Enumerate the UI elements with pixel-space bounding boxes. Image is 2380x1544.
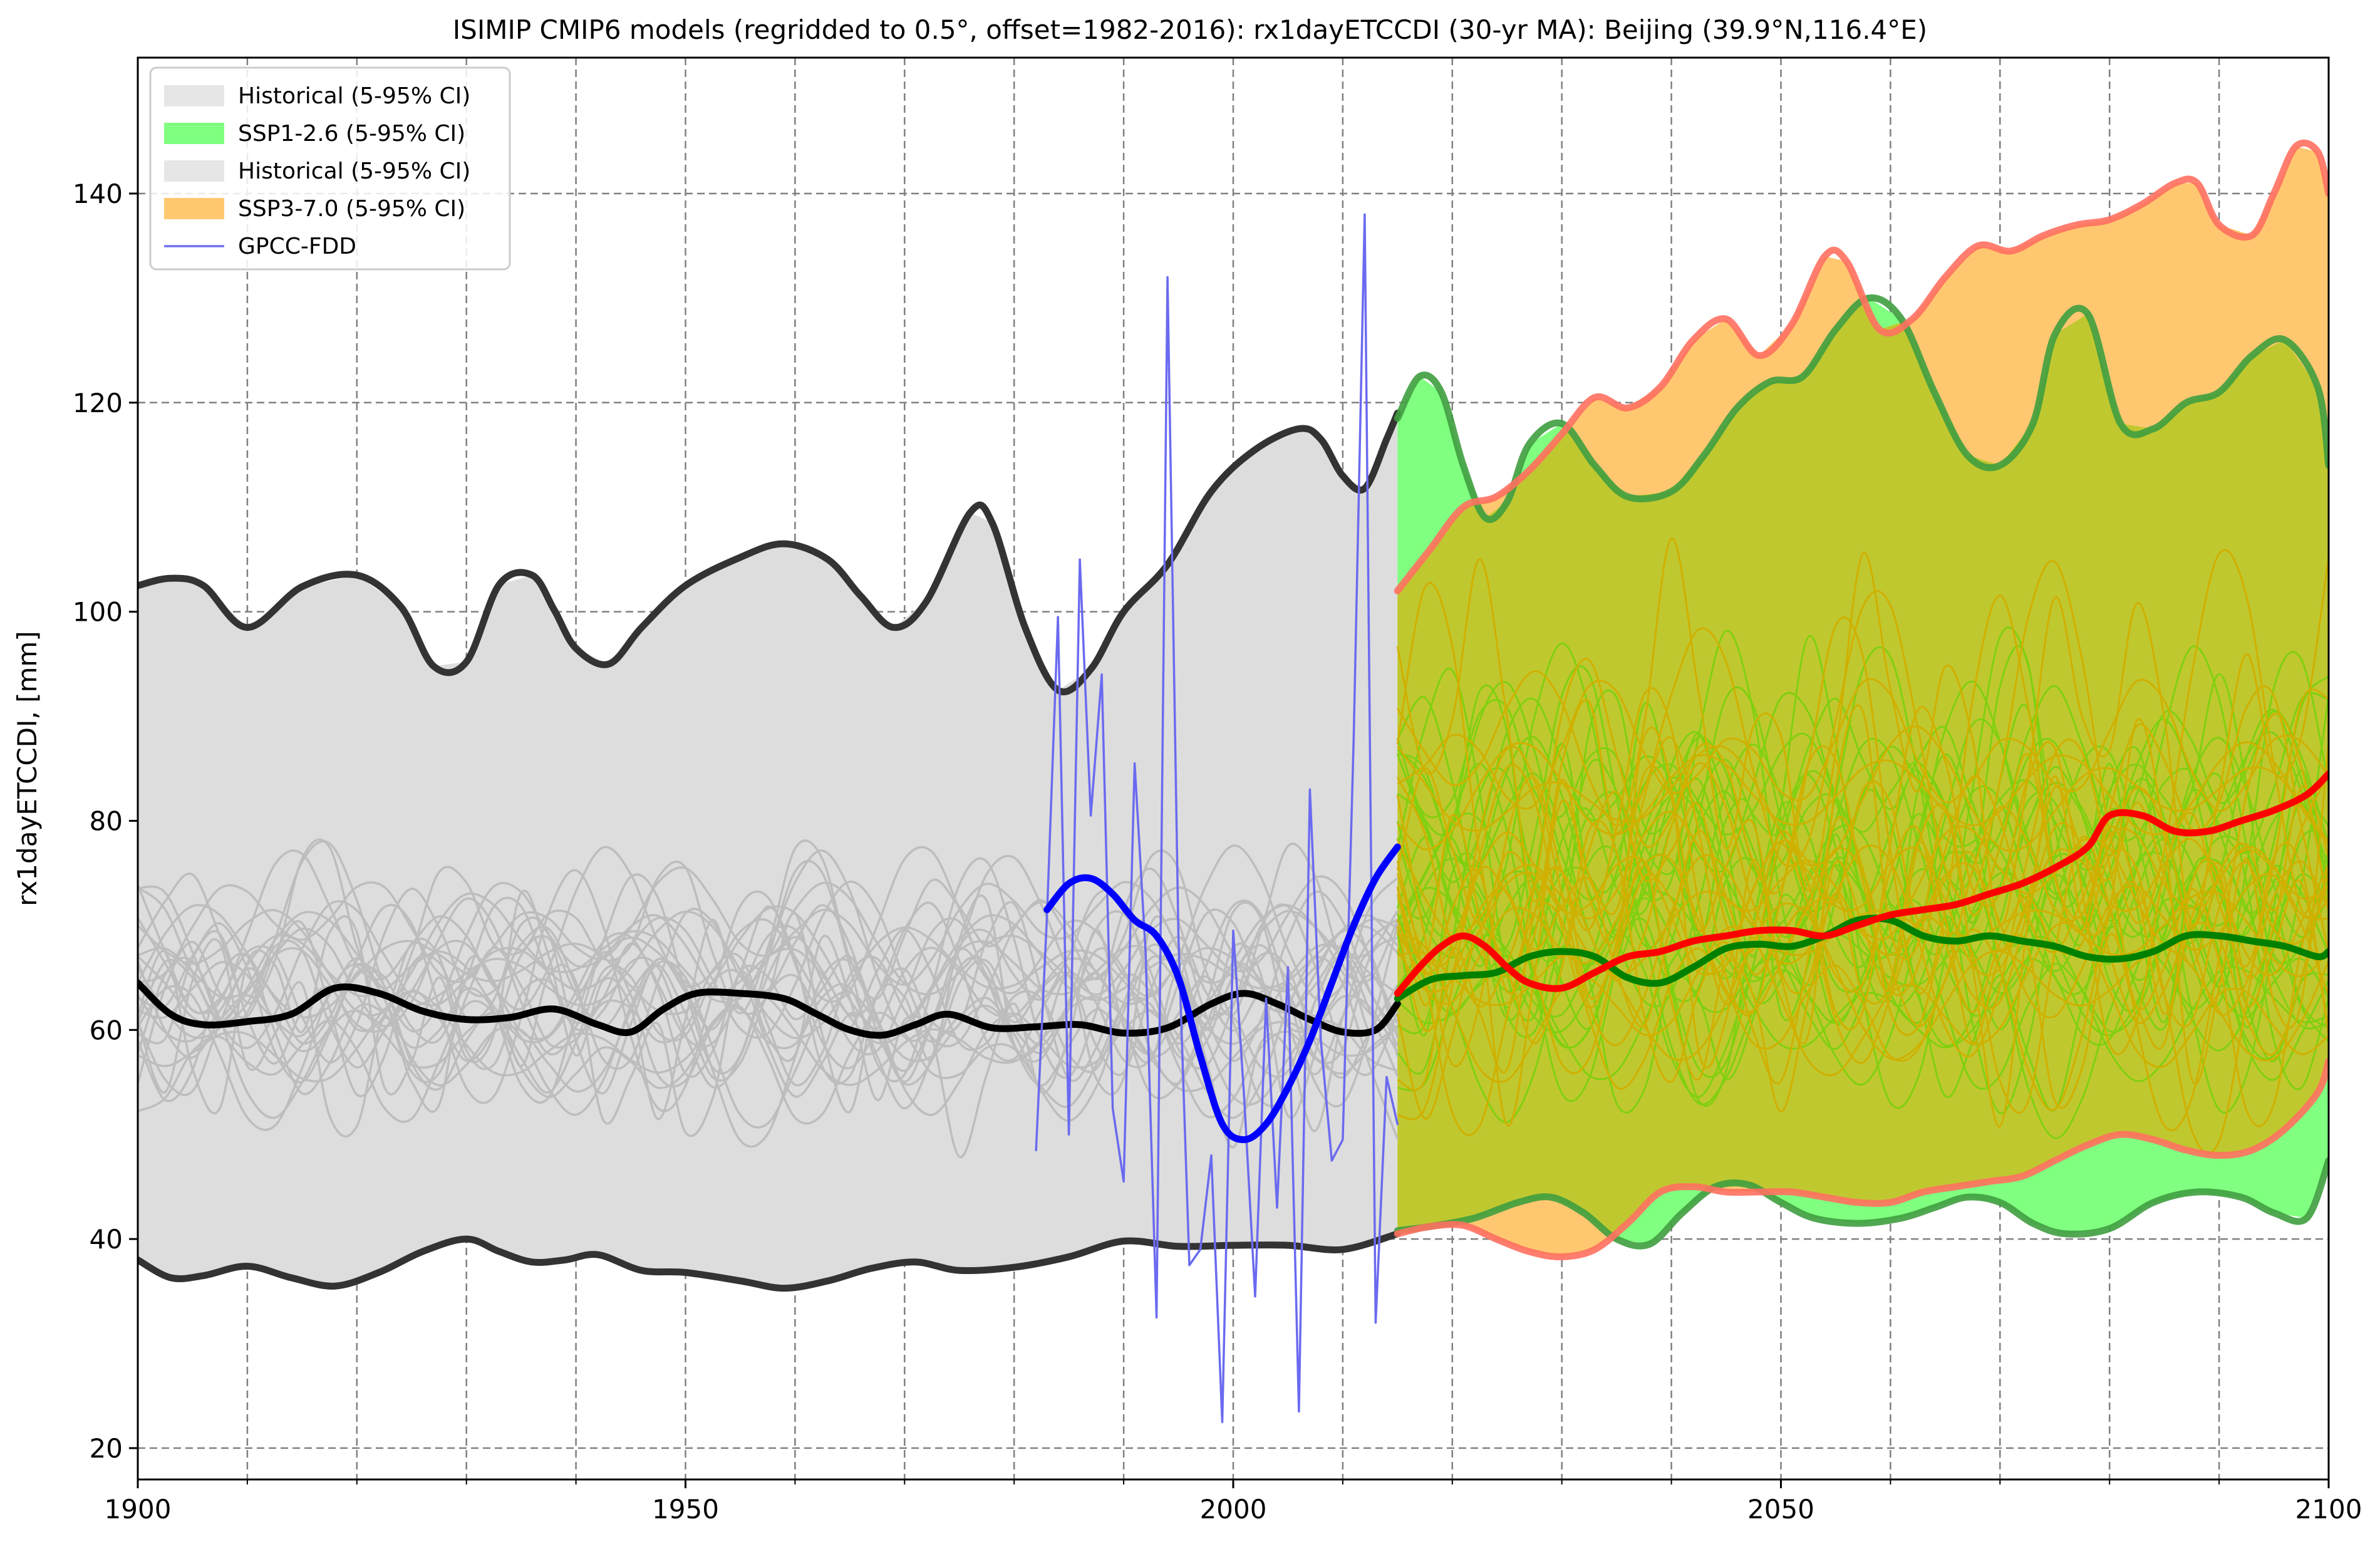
y-tick-label: 60 — [90, 1015, 123, 1045]
ssp370-member-line — [1396, 736, 2329, 1017]
ssp370-member-line — [1396, 687, 2329, 1067]
ssp370-member-line — [1397, 678, 2329, 812]
ssp126-member-line — [1397, 642, 2329, 965]
ssp370-upper-line — [1394, 139, 2329, 594]
legend-swatch — [164, 85, 224, 106]
series-lines — [138, 139, 2329, 1423]
legend-label: Historical (5-95% CI) — [238, 83, 470, 109]
historical-member-line — [138, 838, 1399, 1017]
y-tick-label: 40 — [90, 1224, 123, 1255]
historical-member-line — [138, 877, 1399, 1072]
chart-title: ISIMIP CMIP6 models (regridded to 0.5°, … — [453, 14, 1927, 45]
legend-swatch — [164, 198, 224, 219]
legend-swatch — [164, 160, 224, 182]
ssp370-member-line — [1396, 704, 2329, 1127]
legend: Historical (5-95% CI) SSP1-2.6 (5-95% CI)… — [149, 66, 511, 271]
historical-median-line — [138, 979, 1401, 1039]
ssp126-member-line — [1397, 680, 2329, 923]
legend-box — [149, 66, 511, 271]
legend-label: GPCC-FDD — [238, 234, 356, 259]
plot-layer — [138, 139, 2329, 1423]
y-tick-label: 140 — [73, 179, 123, 209]
ssp370-member-line — [1397, 921, 2329, 1083]
historical-member-line — [138, 901, 1399, 1097]
legend-label: SSP1-2.6 (5-95% CI) — [238, 121, 465, 147]
y-axis-label: rx1dayETCCDI, [mm] — [12, 631, 43, 906]
ssp370-member-line — [1397, 549, 2329, 924]
y-tick-label: 80 — [90, 806, 123, 836]
ssp370-member-line — [1396, 816, 2329, 1127]
x-tick-label: 1900 — [105, 1494, 172, 1525]
x-tick-label: 2100 — [2295, 1494, 2362, 1525]
axis-ticks: 20 40 60 80 100 120 140 1900 1950 2000 2050 2100 — [73, 179, 2362, 1525]
x-tick-label: 1950 — [652, 1494, 719, 1525]
historical-member-line — [138, 844, 1399, 1015]
historical-upper-line — [138, 410, 1401, 695]
gpcc-raw-line — [1035, 213, 1399, 1423]
ssp370-member-line — [1396, 842, 2329, 1155]
ssp370-member-line — [1396, 537, 2329, 926]
historical-lower-line — [138, 1230, 1401, 1292]
ssp126-member-line — [1397, 770, 2329, 1078]
historical-member-line — [138, 956, 1399, 1148]
ssp370-member-line — [1396, 822, 2329, 1074]
legend-label: SSP3-7.0 (5-95% CI) — [238, 196, 465, 222]
historical-member-line — [138, 952, 1399, 1100]
ssp126-member-line — [1396, 857, 2329, 1037]
historical-member-line — [138, 928, 1399, 1158]
ssp370-member-line — [1397, 712, 2329, 1131]
historical-member-line — [138, 869, 1399, 1112]
x-tick-label: 2050 — [1747, 1494, 1814, 1525]
ssp370-member-line — [1397, 831, 2329, 977]
ssp370-median-line — [1394, 770, 2329, 997]
ssp126-member-line — [1397, 767, 2329, 1114]
y-tick-label: 20 — [90, 1433, 123, 1464]
gpcc-smooth-line — [1043, 843, 1401, 1143]
ssp370-member-line — [1396, 854, 2329, 1018]
ssp126-member-line — [1396, 762, 2329, 1114]
ssp370-lower-line — [1394, 1057, 2329, 1261]
ssp370-member-line — [1397, 902, 2329, 1062]
ssp126-lower-line — [1394, 1157, 2329, 1250]
x-tick-label: 2000 — [1200, 1494, 1267, 1525]
y-tick-label: 120 — [73, 388, 123, 418]
ssp126-member-line — [1396, 897, 2329, 1050]
legend-label: Historical (5-95% CI) — [238, 158, 470, 184]
ssp370-member-line — [1397, 741, 2329, 851]
ssp126-member-line — [1397, 744, 2329, 1010]
y-tick-label: 100 — [73, 597, 123, 628]
legend-swatch — [164, 123, 224, 144]
historical-member-line — [138, 866, 1399, 986]
